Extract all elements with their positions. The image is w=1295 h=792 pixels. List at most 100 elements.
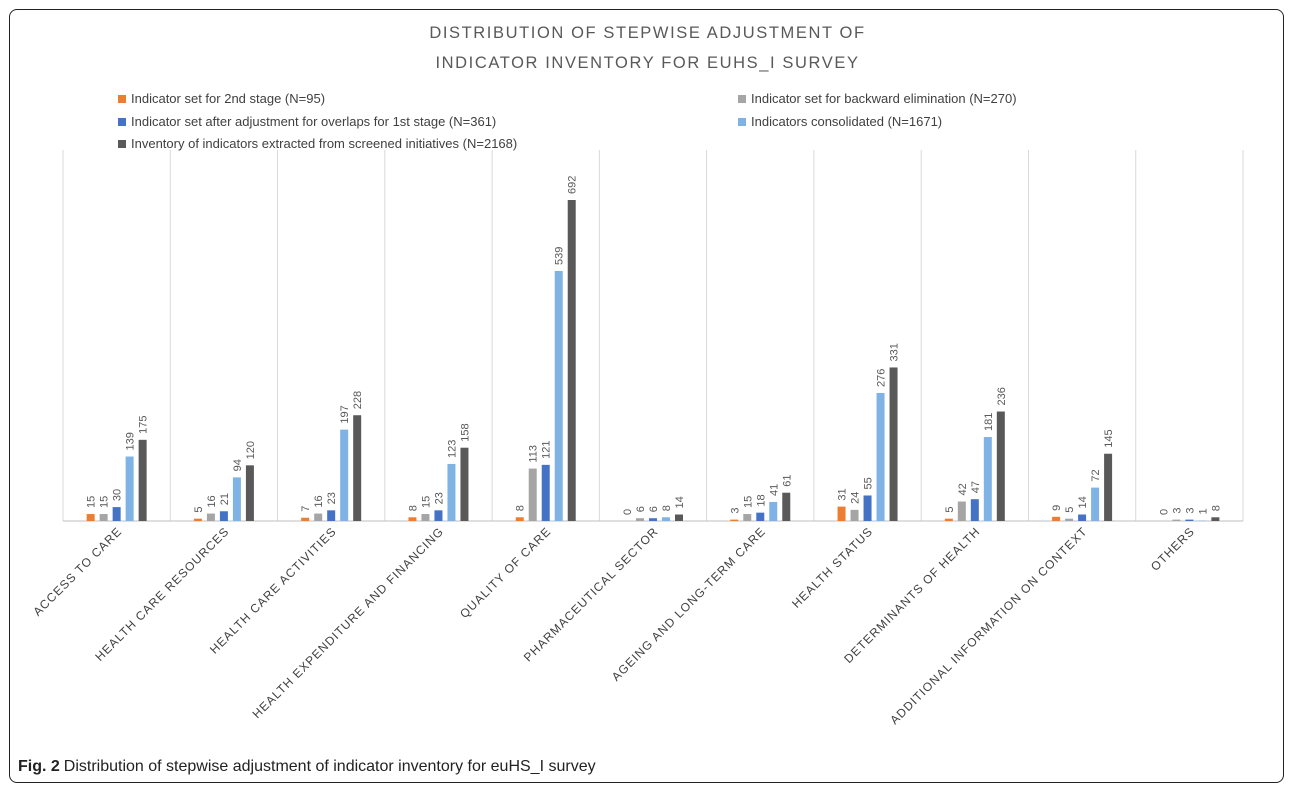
data-label: 7 <box>300 506 312 512</box>
bar <box>314 513 323 521</box>
category-label: HEALTH EXPENDITURE AND FINANCING <box>250 524 447 721</box>
category-label: OTHERS <box>1148 524 1198 574</box>
chart-title-line-2: INDICATOR INVENTORY FOR EUHS_I SURVEY <box>435 54 860 72</box>
bar <box>876 392 885 521</box>
data-label: 16 <box>206 495 218 507</box>
category-label: HEALTH CARE ACTIVITIES <box>207 524 339 656</box>
category-label: ACCESS TO CARE <box>30 524 124 618</box>
legend-swatch-series-3 <box>118 118 126 126</box>
bar <box>889 367 898 521</box>
bar <box>353 415 362 521</box>
data-label: 539 <box>554 247 566 265</box>
legend-label-series-3: Indicator set after adjustment for overl… <box>131 114 497 129</box>
data-label: 15 <box>99 496 111 508</box>
bar <box>850 509 859 521</box>
data-label: 15 <box>742 496 754 508</box>
legend-item-series-4: Indicators consolidated (N=1671) <box>738 114 942 129</box>
data-label: 23 <box>433 492 445 504</box>
data-label: 30 <box>112 489 124 501</box>
data-label: 41 <box>768 484 780 496</box>
data-label: 3 <box>729 507 741 513</box>
data-label: 72 <box>1090 469 1102 481</box>
data-label: 331 <box>889 343 901 361</box>
data-label: 5 <box>1064 507 1076 513</box>
category-label: HEALTH STATUS <box>789 524 876 611</box>
data-label: 120 <box>245 441 257 459</box>
data-label: 236 <box>996 387 1008 405</box>
data-label: 31 <box>837 488 849 500</box>
data-label: 8 <box>407 505 419 511</box>
data-label: 175 <box>138 415 150 433</box>
bar <box>301 517 310 521</box>
data-label: 158 <box>459 423 471 441</box>
data-label: 55 <box>863 477 875 489</box>
data-label: 23 <box>326 492 338 504</box>
bar <box>743 514 752 521</box>
bar <box>327 510 336 521</box>
legend-item-series-3: Indicator set after adjustment for overl… <box>118 114 496 129</box>
bar <box>541 464 550 521</box>
bar <box>447 463 456 521</box>
data-label: 692 <box>567 176 579 194</box>
bar <box>1078 514 1087 521</box>
data-label: 24 <box>850 492 862 504</box>
bar <box>1211 517 1220 521</box>
data-label: 0 <box>622 509 634 515</box>
bar <box>99 514 108 521</box>
legend-swatch-series-1 <box>118 95 126 103</box>
bar <box>554 270 563 521</box>
data-label: 42 <box>957 483 969 495</box>
bar <box>193 518 202 521</box>
figure-caption: Fig. 2 Distribution of stepwise adjustmen… <box>18 758 596 776</box>
legend-item-series-1: Indicator set for 2nd stage (N=95) <box>118 91 325 106</box>
bar <box>408 517 417 521</box>
bar <box>957 501 966 521</box>
bar <box>86 514 95 521</box>
data-label: 5 <box>944 507 956 513</box>
legend-item-series-5: Inventory of indicators extracted from s… <box>118 136 517 151</box>
legend-swatch-series-4 <box>738 118 746 126</box>
data-label: 139 <box>125 432 137 450</box>
data-label: 3 <box>1184 507 1196 513</box>
bar <box>730 519 739 521</box>
data-label: 9 <box>1051 505 1063 511</box>
data-label: 8 <box>661 505 673 511</box>
bar <box>245 465 254 521</box>
bar <box>756 512 765 521</box>
bar <box>138 439 147 521</box>
data-label: 276 <box>876 369 888 387</box>
data-label: 123 <box>446 440 458 458</box>
data-label: 8 <box>1210 505 1222 511</box>
bar <box>528 468 537 521</box>
bar <box>1185 519 1194 521</box>
bar <box>460 447 469 521</box>
bar <box>769 501 778 521</box>
data-label: 8 <box>515 505 527 511</box>
legend-item-series-2: Indicator set for backward elimination (… <box>738 91 1017 106</box>
category-label: ADDITIONAL INFORMATION ON CONTEXT <box>887 524 1090 727</box>
data-label: 15 <box>86 496 98 508</box>
legend-label-series-5: Inventory of indicators extracted from s… <box>131 136 518 151</box>
bar <box>944 518 953 521</box>
bar <box>837 506 846 521</box>
data-label: 5 <box>193 507 205 513</box>
bar <box>970 499 979 521</box>
data-label: 228 <box>352 391 364 409</box>
category-label: QUALITY OF CARE <box>457 524 554 621</box>
legend-swatch-series-2 <box>738 95 746 103</box>
data-label: 197 <box>339 405 351 423</box>
data-label: 47 <box>970 481 982 493</box>
bar <box>1065 518 1074 521</box>
bar <box>1172 519 1181 521</box>
data-label: 18 <box>755 494 767 506</box>
bar <box>662 517 670 521</box>
data-label: 181 <box>983 413 995 431</box>
data-label: 6 <box>648 506 660 512</box>
bar <box>125 456 134 521</box>
data-label: 113 <box>528 445 540 463</box>
figure-caption-text: Distribution of stepwise adjustment of i… <box>63 758 596 775</box>
bar <box>206 513 215 521</box>
bar <box>567 200 576 521</box>
bar <box>1052 516 1061 521</box>
